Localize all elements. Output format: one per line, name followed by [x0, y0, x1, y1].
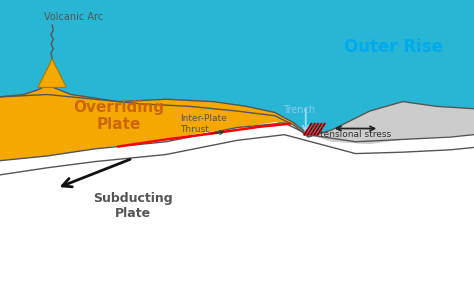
Polygon shape — [0, 85, 308, 293]
Text: Inter-Plate
Thrust: Inter-Plate Thrust — [180, 114, 227, 134]
Text: Trench: Trench — [283, 105, 315, 115]
Text: Volcanic Arc: Volcanic Arc — [44, 11, 103, 22]
Text: Overriding
Plate: Overriding Plate — [73, 100, 164, 132]
Polygon shape — [0, 0, 474, 137]
Text: Outer Rise: Outer Rise — [344, 38, 443, 56]
Polygon shape — [275, 102, 474, 144]
Polygon shape — [0, 85, 308, 161]
Polygon shape — [38, 58, 66, 87]
Text: tensional stress: tensional stress — [320, 130, 391, 139]
Text: Subducting
Plate: Subducting Plate — [93, 192, 173, 219]
